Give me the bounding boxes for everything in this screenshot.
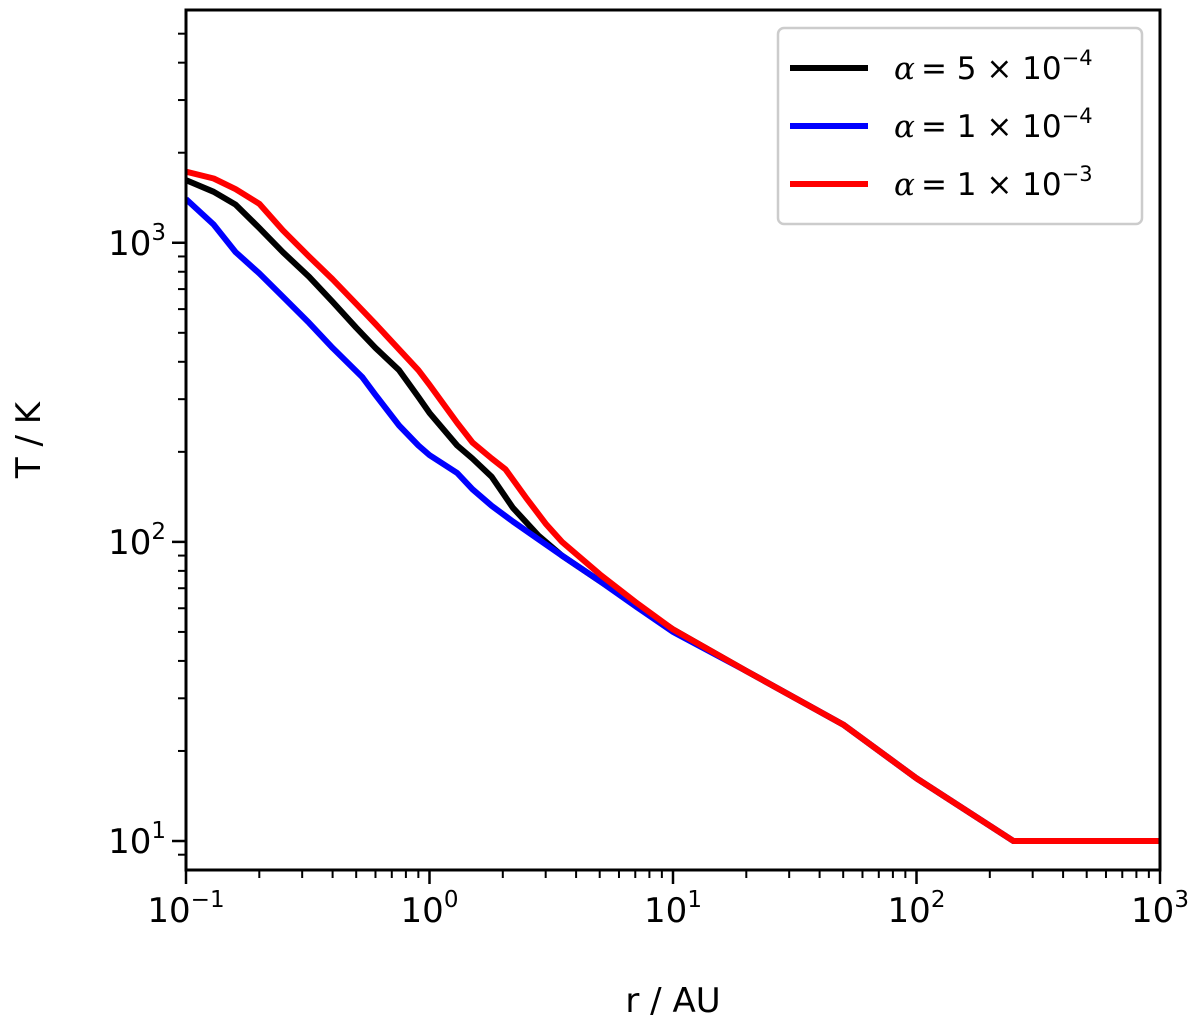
x-tick-label: 103 [1131, 887, 1189, 931]
legend-label-2: α = 1 × 10−3 [894, 162, 1093, 203]
y-axis-title: T / K [9, 400, 49, 479]
y-tick-label: 101 [108, 818, 166, 862]
x-tick-label: 10−1 [147, 887, 224, 931]
ticks-layer: 10−1 100 101 102 103 101 102 103 [108, 32, 1189, 931]
x-axis-title: r / AU [625, 981, 720, 1021]
legend: α = 5 × 10−4 α = 1 × 10−4 α = 1 × 10−3 [776, 26, 1144, 226]
legend-label-0: α = 5 × 10−4 [894, 46, 1093, 87]
y-tick-label: 102 [108, 519, 166, 563]
legend-box [776, 26, 1144, 226]
x-tick-label: 102 [888, 887, 946, 931]
plot-frame [184, 8, 1162, 872]
x-tick-label: 101 [644, 887, 702, 931]
y-tick-label: 103 [108, 220, 166, 264]
x-tick-label: 100 [401, 887, 459, 931]
series-layer [186, 168, 1160, 844]
legend-label-1: α = 1 × 10−4 [894, 104, 1093, 145]
series-line-2 [186, 168, 1160, 844]
